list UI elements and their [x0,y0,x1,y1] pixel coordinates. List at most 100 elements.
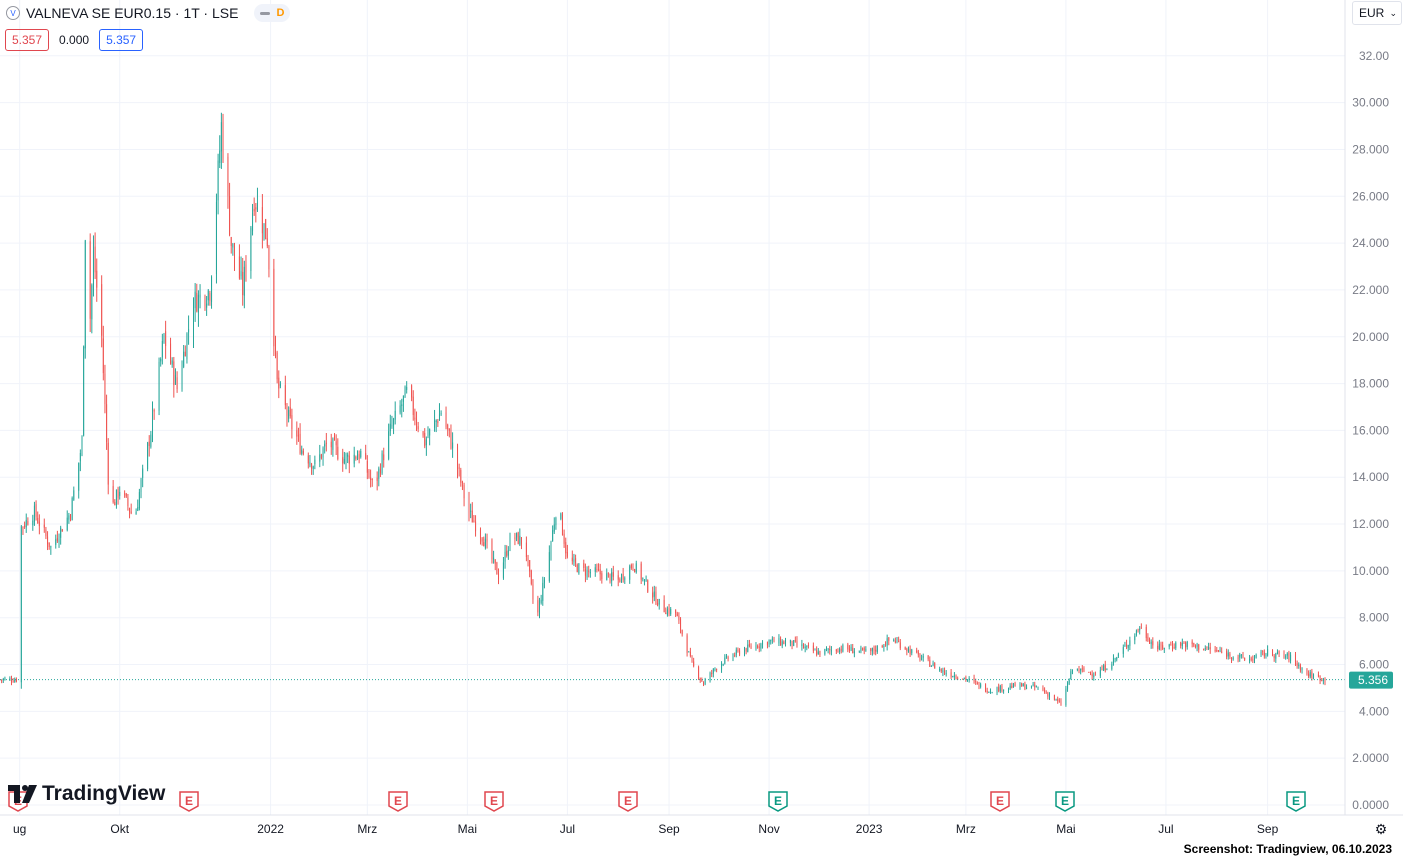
earnings-marker[interactable]: E [1286,791,1306,812]
candle-body [689,651,691,656]
candle-body [404,386,406,398]
candle-body [781,641,783,646]
candle-body [1106,669,1108,671]
candle-body [150,434,152,447]
candle-body [217,160,219,201]
candle-body [365,453,367,459]
candle-body [486,539,488,542]
candle-body [240,271,242,277]
candle-body [1263,652,1265,657]
candle-body [929,659,931,667]
earnings-marker[interactable]: E [484,791,504,812]
candle-body [714,668,716,670]
candle-body [140,480,142,493]
candle-body [227,156,229,196]
candle-body [416,419,418,425]
y-tick-label: 22.000 [1352,283,1389,297]
candle-body [366,460,368,473]
candle-body [542,582,544,601]
candle-body [773,638,775,643]
candle-body [1152,641,1154,646]
candle-body [1193,643,1195,646]
earnings-marker[interactable]: E [1055,791,1075,812]
candle-body [142,468,144,478]
candle-body [1249,659,1251,661]
candle-body [539,602,541,614]
candle-body [835,649,837,652]
candle-body [424,432,426,447]
earnings-marker[interactable]: E [768,791,788,812]
candle-body [735,649,737,655]
candle-body [276,352,278,380]
candle-body [791,640,793,646]
candle-body [612,572,614,577]
candle-body [233,243,235,259]
candle-body [427,436,429,438]
candle-body [445,412,447,428]
candle-body [976,682,978,684]
candle-body [793,640,795,646]
last-price-line: 5.356 [0,671,1393,689]
candle-body [1076,668,1078,670]
currency-label: EUR [1359,6,1385,20]
candle-body [1219,650,1221,652]
candle-body [985,684,987,692]
candle-body [998,687,1000,692]
candle-body [1053,694,1055,700]
candle-body [1124,644,1126,647]
symbol-title[interactable]: VALNEVA SE EUR0.15 · 1T · LSE [26,5,239,21]
candle-body [927,655,929,660]
candle-body [963,678,965,680]
candle-body [250,227,252,271]
candle-body [973,677,975,681]
candle-body [991,692,993,694]
candle-body [429,429,431,436]
time-axis[interactable]: ug Okt 2022 Mrz Mai Jul Sep Nov 2023 Mrz Mai Jul Sep [0,814,1403,836]
earnings-marker[interactable]: E [618,791,638,812]
settings-gear-icon[interactable]: ⚙ [1374,820,1388,837]
candle-body [1278,650,1280,654]
tradingview-logo-icon [8,785,37,803]
earnings-marker-label: E [996,794,1004,808]
candle-body [219,150,221,163]
candle-body [1198,644,1200,650]
candle-body [27,521,29,525]
candle-body [1229,653,1231,657]
tradingview-logo[interactable]: TradingView [8,782,165,806]
candle-body [243,266,245,296]
earnings-marker[interactable]: E [990,791,1010,812]
candle-body [758,646,760,648]
candle-body [229,196,231,236]
candle-body [1255,654,1257,658]
candle-body [1253,656,1255,660]
price-axis[interactable]: 32.00 30.000 28.000 26.000 24.000 22.000 20.00… [1344,0,1389,815]
candle-body [1317,674,1319,677]
candle-body [957,678,959,680]
candle-body [81,438,83,453]
candle-body [188,329,190,333]
candle-body [278,377,280,389]
data-status-badge[interactable]: D [254,4,291,22]
candle-body [1324,678,1326,682]
candle-body [1093,675,1095,677]
symbol-header[interactable]: V VALNEVA SE EUR0.15 · 1T · LSE D [6,4,291,22]
candle-body [265,219,267,240]
candle-body [211,276,213,303]
earnings-marker[interactable]: E [179,791,199,812]
earnings-marker[interactable]: E [388,791,408,812]
candle-body [152,410,154,434]
currency-selector[interactable]: EUR ⌄ [1352,1,1402,25]
candle-body [893,639,895,641]
candle-body [830,650,832,652]
candle-body [876,645,878,653]
y-tick-label: 28.000 [1352,142,1389,156]
candle-body [171,360,173,365]
x-tick-label: Jul [1158,822,1173,836]
candle-body [939,669,941,671]
candle-body [334,435,336,441]
buy-price-box[interactable]: 5.357 [99,29,144,51]
y-tick-label: 6.000 [1359,658,1389,672]
sell-price-box[interactable]: 5.357 [5,29,50,51]
candle-body [220,122,222,152]
